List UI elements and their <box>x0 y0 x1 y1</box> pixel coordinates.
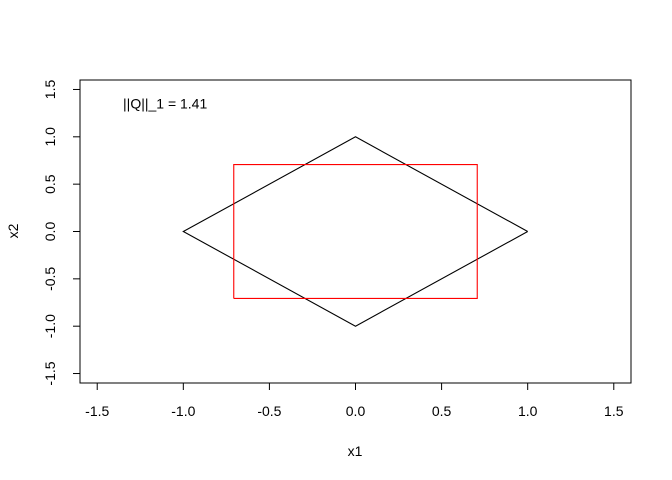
x-tick-label: 1.5 <box>604 403 624 419</box>
y-tick-label: 0.0 <box>42 222 58 242</box>
x-axis: -1.5 -1.0 -0.5 0.0 0.5 1.0 1.5 <box>85 382 624 419</box>
series-line-1 <box>233 164 478 299</box>
x-tick-label: -0.5 <box>257 403 281 419</box>
x-tick-label: -1.0 <box>171 403 195 419</box>
y-axis: -1.5 -1.0 -0.5 0.0 0.5 1.0 1.5 <box>42 80 81 386</box>
x-tick-label: 0.5 <box>432 403 452 419</box>
y-tick-label: 1.0 <box>42 127 58 147</box>
x-tick-label: -1.5 <box>85 403 109 419</box>
x-tick-label: 0.0 <box>346 403 366 419</box>
y-tick-label: -1.5 <box>42 361 58 385</box>
x-tick-label: 1.0 <box>518 403 538 419</box>
series-layer <box>182 136 528 327</box>
y-axis-title: x2 <box>5 223 21 238</box>
y-tick-label: -1.0 <box>42 314 58 338</box>
x-axis-title: x1 <box>348 443 363 459</box>
norm-annotation: ||Q||_1 = 1.41 <box>123 96 207 112</box>
annotation-layer: ||Q||_1 = 1.41 <box>123 96 207 112</box>
y-tick-label: -0.5 <box>42 267 58 291</box>
series-line-0 <box>182 136 528 327</box>
plot-frame <box>79 79 632 384</box>
y-tick-label: 0.5 <box>42 174 58 194</box>
y-tick-label: 1.5 <box>42 80 58 100</box>
